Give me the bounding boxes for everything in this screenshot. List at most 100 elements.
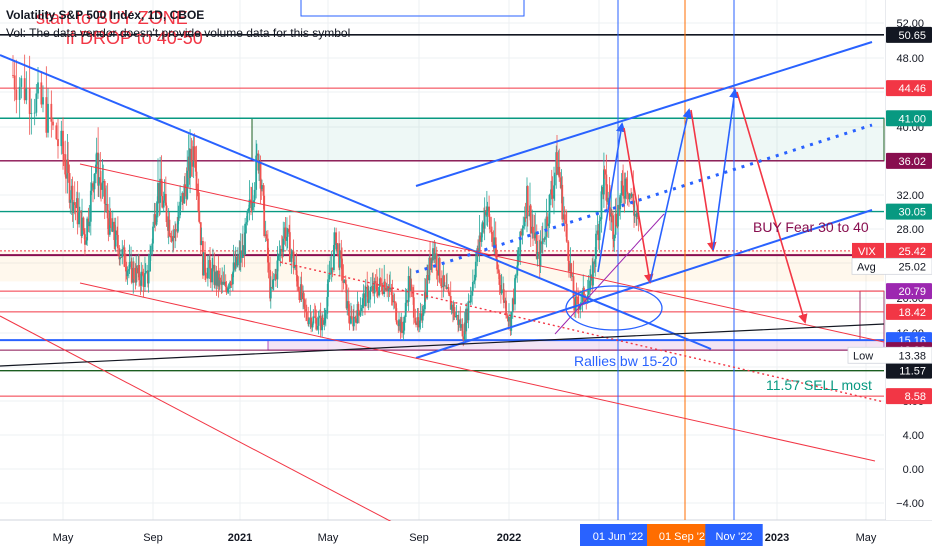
candle-body [544, 236, 546, 240]
candle-body [514, 275, 517, 279]
candle-body [295, 264, 298, 275]
candle-body [354, 316, 357, 319]
candle-body [610, 213, 613, 216]
candle-body [271, 286, 274, 288]
candle-body [595, 233, 597, 259]
candle-body [551, 195, 554, 199]
candle-body [391, 295, 394, 303]
candle-body [331, 267, 334, 271]
candle-body [417, 317, 420, 328]
candle-body [362, 293, 365, 299]
candle-body [601, 187, 603, 192]
candle-body [156, 203, 159, 216]
candle-body [67, 159, 70, 174]
time-axis-bg [0, 521, 932, 550]
candle-body [245, 222, 248, 224]
candle-body [505, 300, 507, 316]
candle-body [209, 268, 212, 283]
candle-body [202, 252, 205, 276]
candle-body [144, 273, 146, 287]
candle-body [93, 173, 96, 190]
candle-body [474, 277, 476, 281]
candle-body [100, 183, 102, 190]
candle-body [57, 139, 59, 147]
projection-down-1 [623, 127, 654, 284]
candle-body [524, 217, 527, 219]
candle-body [258, 161, 260, 171]
candle-body [536, 252, 539, 259]
candle-body [361, 298, 364, 308]
candle-body [209, 260, 211, 269]
candle-body [390, 287, 393, 296]
candle-body [436, 270, 439, 276]
candle-body [253, 189, 256, 201]
candle-body [561, 184, 564, 220]
candle-body [529, 205, 532, 234]
candle-body [447, 287, 450, 293]
candle-body [37, 82, 39, 94]
candle-body [448, 292, 451, 296]
annotation-drop: if DROP to 40-50 [66, 28, 203, 48]
candle-body [517, 254, 520, 262]
candle-body [469, 294, 472, 303]
candle-body [172, 236, 174, 242]
candle-body [592, 261, 594, 286]
candle-body [379, 278, 382, 283]
candle-body [473, 280, 476, 283]
annotation-sell: 11.57 SELL most [766, 377, 872, 393]
candle-body [435, 253, 438, 271]
red-dotted-decline [279, 261, 885, 403]
candle-body [308, 320, 310, 325]
candle-body [71, 185, 74, 213]
date-marker-tag: 01 Sep '22 [659, 531, 711, 543]
candle-body [633, 213, 636, 216]
candle-body [409, 275, 412, 291]
candle-body [293, 267, 296, 269]
candle-body [500, 290, 503, 294]
candle-body [81, 217, 83, 237]
candle-body [459, 319, 462, 328]
candle-body [89, 190, 92, 222]
candle-body [393, 301, 396, 304]
candle-body [367, 299, 370, 303]
candle-body [231, 272, 234, 285]
candle-body [565, 220, 567, 224]
date-marker-tag-bg [705, 524, 763, 546]
x-tick-label: May [53, 532, 74, 544]
candle-body [374, 281, 377, 284]
candle-body [159, 178, 162, 203]
candle-body [603, 169, 606, 171]
candle-body [74, 205, 77, 208]
candle-body [261, 185, 263, 189]
candle-body [162, 200, 165, 208]
candle-body [90, 183, 93, 191]
candle-body [338, 250, 341, 268]
candle-body [599, 219, 602, 222]
candle-body [346, 301, 349, 309]
candle-body [328, 274, 331, 280]
candle-body [221, 281, 224, 285]
candle-body [316, 325, 319, 330]
candle-body [78, 212, 80, 225]
candle-body [471, 282, 474, 292]
candle-body [125, 266, 127, 272]
candle-body [109, 212, 112, 226]
candle-body [453, 307, 456, 318]
candle-body [579, 305, 582, 310]
candle-body [47, 103, 49, 133]
candle-body [60, 130, 63, 147]
candle-body [521, 228, 524, 236]
candle-body [488, 206, 490, 217]
avg-price: 25.02 [898, 261, 926, 273]
level-label-8.58: 8.58 [905, 391, 926, 403]
candle-body [73, 202, 76, 206]
candle-body [490, 229, 493, 233]
candle-body [403, 316, 406, 331]
candle-body [88, 221, 91, 227]
candle-body [255, 155, 258, 190]
x-tick-label: 2022 [497, 532, 521, 544]
candle-body [191, 162, 194, 167]
candle-body [367, 288, 369, 303]
